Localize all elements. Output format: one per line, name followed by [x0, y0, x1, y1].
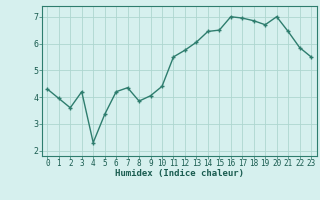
X-axis label: Humidex (Indice chaleur): Humidex (Indice chaleur)	[115, 169, 244, 178]
